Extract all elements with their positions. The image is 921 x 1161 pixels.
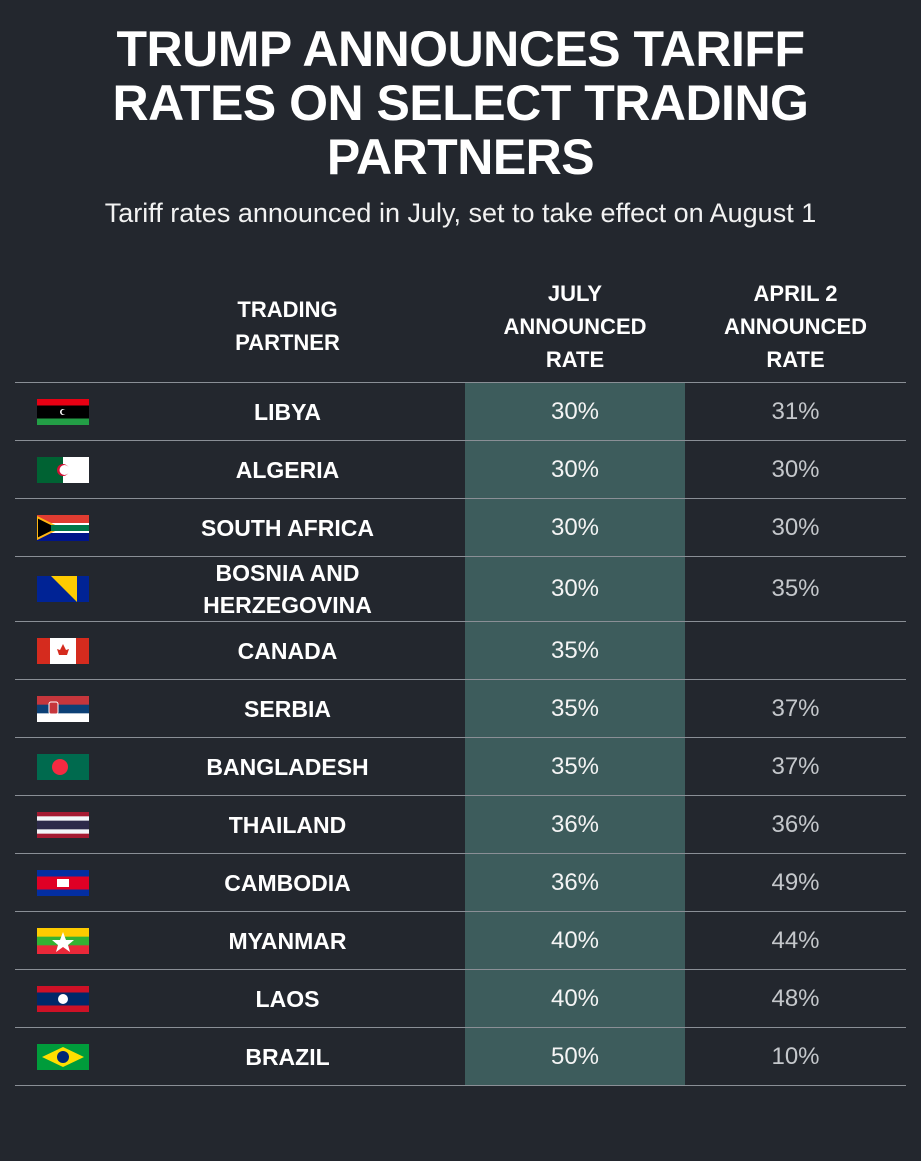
flag-cell [15, 737, 110, 796]
april-rate: 49% [685, 853, 906, 912]
table-row: BOSNIA AND HERZEGOVINA 30% 35% [15, 556, 906, 622]
april-rate: 36% [685, 795, 906, 854]
subtitle: Tariff rates announced in July, set to t… [104, 198, 817, 228]
flag [37, 985, 89, 1012]
partner-cell: CANADA [110, 621, 465, 680]
flag [37, 811, 89, 838]
column-header: JULY ANNOUNCED RATE [465, 270, 685, 383]
column-header: TRADING PARTNER [110, 270, 465, 383]
flag [37, 869, 89, 896]
partner-name: SERBIA [244, 695, 331, 722]
page: TRUMP ANNOUNCES TARIFF RATES ON SELECT T… [0, 22, 921, 1161]
partner-name: BRAZIL [245, 1043, 330, 1070]
column-header-text: JULY ANNOUNCED RATE [503, 280, 647, 372]
flag [37, 456, 89, 483]
july-rate: 30% [465, 498, 685, 557]
flag-cell [15, 621, 110, 680]
july-rate: 40% [465, 911, 685, 970]
partner-name: MYANMAR [228, 927, 347, 954]
flag-cell [15, 853, 110, 912]
flag-cell [15, 1027, 110, 1086]
partner-name: SOUTH AFRICA [201, 514, 374, 541]
april-rate: 44% [685, 911, 906, 970]
partner-cell: MYANMAR [110, 911, 465, 970]
table-row: CANADA 35% [15, 621, 906, 680]
table-row: BRAZIL 50% 10% [15, 1027, 906, 1086]
april-rate: 31% [685, 382, 906, 441]
column-header-text: TRADING PARTNER [235, 297, 340, 355]
partner-cell: SOUTH AFRICA [110, 498, 465, 557]
partner-cell: LIBYA [110, 382, 465, 441]
partner-name: BANGLADESH [206, 753, 369, 780]
table-row: ALGERIA 30% 30% [15, 440, 906, 499]
partner-cell: SERBIA [110, 679, 465, 738]
column-header-text: APRIL 2 ANNOUNCED RATE [724, 280, 867, 372]
july-rate: 36% [465, 853, 685, 912]
july-rate: 30% [465, 382, 685, 441]
partner-name: LIBYA [254, 398, 321, 425]
flag-header [15, 270, 110, 383]
july-rate: 50% [465, 1027, 685, 1086]
partner-name: ALGERIA [235, 456, 340, 483]
column-header: APRIL 2 ANNOUNCED RATE [685, 270, 906, 383]
july-rate: 35% [465, 737, 685, 796]
april-rate: 30% [685, 440, 906, 499]
flag-cell [15, 556, 110, 622]
table-row: BANGLADESH 35% 37% [15, 737, 906, 796]
header-row: TRADING PARTNER JULY ANNOUNCED RATE APRI… [15, 270, 906, 383]
april-rate: 48% [685, 969, 906, 1028]
table-row: THAILAND 36% 36% [15, 795, 906, 854]
flag-cell [15, 969, 110, 1028]
july-rate: 30% [465, 440, 685, 499]
july-rate: 35% [465, 621, 685, 680]
table-row: CAMBODIA 36% 49% [15, 853, 906, 912]
partner-cell: CAMBODIA [110, 853, 465, 912]
title: TRUMP ANNOUNCES TARIFF RATES ON SELECT T… [112, 21, 809, 185]
july-rate: 30% [465, 556, 685, 622]
flag [37, 753, 89, 780]
table-row: MYANMAR 40% 44% [15, 911, 906, 970]
flag [37, 1043, 89, 1070]
flag-cell [15, 498, 110, 557]
tariff-table: TRADING PARTNER JULY ANNOUNCED RATE APRI… [15, 270, 906, 1086]
table-row: LIBYA 30% 31% [15, 382, 906, 441]
flag [37, 927, 89, 954]
flag-cell [15, 440, 110, 499]
partner-name: CANADA [237, 637, 338, 664]
partner-name: LAOS [255, 985, 320, 1012]
partner-cell: BANGLADESH [110, 737, 465, 796]
table-row: SERBIA 35% 37% [15, 679, 906, 738]
april-rate: 30% [685, 498, 906, 557]
partner-cell: ALGERIA [110, 440, 465, 499]
flag-cell [15, 382, 110, 441]
april-rate: 35% [685, 556, 906, 622]
table-row: SOUTH AFRICA 30% 30% [15, 498, 906, 557]
partner-name: BOSNIA AND HERZEGOVINA [203, 560, 372, 618]
july-rate: 40% [465, 969, 685, 1028]
july-rate: 35% [465, 679, 685, 738]
flag-cell [15, 795, 110, 854]
flag [37, 398, 89, 425]
flag-cell [15, 679, 110, 738]
april-rate [685, 621, 906, 680]
table-body: LIBYA 30% 31% ALGERIA 30% 30% SOUTH AFRICA 30% 3… [15, 382, 906, 1086]
april-rate: 10% [685, 1027, 906, 1086]
flag [37, 514, 89, 541]
april-rate: 37% [685, 737, 906, 796]
partner-name: THAILAND [228, 811, 347, 838]
july-rate: 36% [465, 795, 685, 854]
flag [37, 695, 89, 722]
flag [37, 576, 89, 602]
table-row: LAOS 40% 48% [15, 969, 906, 1028]
flag [37, 637, 89, 664]
partner-cell: LAOS [110, 969, 465, 1028]
partner-name: CAMBODIA [224, 869, 351, 896]
partner-cell: THAILAND [110, 795, 465, 854]
flag-cell [15, 911, 110, 970]
april-rate: 37% [685, 679, 906, 738]
partner-cell: BOSNIA AND HERZEGOVINA [110, 556, 465, 622]
partner-cell: BRAZIL [110, 1027, 465, 1086]
